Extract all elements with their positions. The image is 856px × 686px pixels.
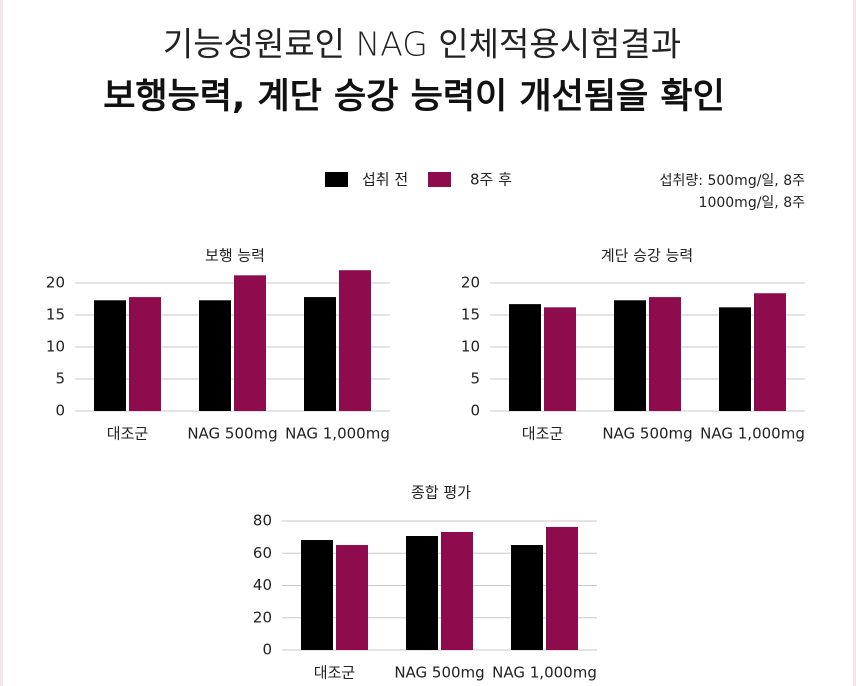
edge xyxy=(853,0,856,686)
y-tick-label: 20 xyxy=(46,274,65,292)
y-tick-label: 5 xyxy=(55,370,65,388)
legend-swatch xyxy=(428,172,451,187)
y-tick-label: 20 xyxy=(461,274,480,292)
bar xyxy=(406,535,438,650)
x-tick-label: NAG 1,000mg xyxy=(492,664,597,682)
bar xyxy=(336,545,368,650)
bar xyxy=(129,297,161,411)
y-tick-label: 40 xyxy=(253,576,272,594)
bar xyxy=(511,545,543,650)
bar xyxy=(94,300,126,411)
bar xyxy=(234,275,266,411)
x-tick-label: 대조군 xyxy=(314,664,356,682)
chart-title: 종합 평가 xyxy=(411,484,471,502)
x-tick-label: NAG 1,000mg xyxy=(700,425,805,443)
y-tick-label: 15 xyxy=(46,306,65,324)
bar xyxy=(199,300,231,411)
bar xyxy=(546,526,578,650)
x-tick-label: NAG 500mg xyxy=(187,425,277,443)
y-tick-label: 0 xyxy=(262,641,272,659)
bar xyxy=(754,293,786,411)
y-tick-label: 15 xyxy=(461,306,480,324)
chart-title: 계단 승강 능력 xyxy=(601,247,693,265)
subtitle: 보행능력, 계단 승강 능력이 개선됨을 확인 xyxy=(103,77,725,117)
bar xyxy=(441,531,473,650)
y-tick-label: 10 xyxy=(461,338,480,356)
y-tick-label: 0 xyxy=(470,402,480,420)
chart-title: 보행 능력 xyxy=(205,247,265,265)
legend-label: 8주 후 xyxy=(470,171,512,189)
x-tick-label: 대조군 xyxy=(107,425,149,443)
y-tick-label: 5 xyxy=(470,370,480,388)
bar xyxy=(719,307,751,411)
bar xyxy=(544,307,576,411)
bar xyxy=(304,297,336,411)
y-tick-label: 60 xyxy=(253,544,272,562)
bar xyxy=(339,270,371,411)
y-tick-label: 80 xyxy=(253,512,272,530)
edge xyxy=(0,0,3,686)
bar xyxy=(301,540,333,650)
y-tick-label: 10 xyxy=(46,338,65,356)
bar xyxy=(509,304,541,411)
x-tick-label: 대조군 xyxy=(522,425,564,443)
bar xyxy=(649,297,681,411)
legend-swatch xyxy=(325,172,348,187)
x-tick-label: NAG 500mg xyxy=(602,425,692,443)
x-tick-label: NAG 500mg xyxy=(394,664,484,682)
x-tick-label: NAG 1,000mg xyxy=(285,425,390,443)
bar xyxy=(614,300,646,411)
dose-note: 섭취량: 500mg/일, 8주 xyxy=(660,173,805,189)
title: 기능성원료인 NAG 인체적용시험결과 xyxy=(163,25,681,64)
dose-note: 1000mg/일, 8주 xyxy=(699,195,806,211)
y-tick-label: 0 xyxy=(55,402,65,420)
y-tick-label: 20 xyxy=(253,608,272,626)
legend-label: 섭취 전 xyxy=(362,171,408,189)
